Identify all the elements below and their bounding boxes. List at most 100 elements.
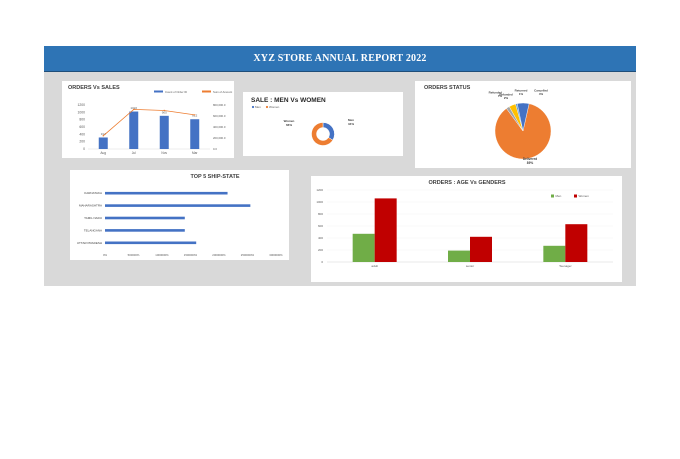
slice-label-refunded: Refunded <box>489 91 503 95</box>
x-tick-label: 500000% <box>128 253 140 257</box>
y-left-tick-label: 600 <box>79 125 85 129</box>
bar-senior-men <box>448 250 470 262</box>
top5-ship-state-panel: TOP 5 SHIP-STATE KARNATAKA MAHARASHTRA TAM… <box>70 170 289 260</box>
bar-adult-men <box>352 233 375 262</box>
bar-data-label: 1022 <box>130 106 137 110</box>
y-left-tick-label: 1000 <box>77 110 85 114</box>
bar-teenager-women <box>565 224 588 262</box>
report-title: XYZ STORE ANNUAL REPORT 2022 <box>44 46 636 72</box>
x-tick-label: 0% <box>103 253 108 257</box>
slice-pct-cancelled: 4% <box>539 92 544 96</box>
bar-karnataka <box>105 191 228 195</box>
bar-uttar-pradesh <box>105 241 197 245</box>
slice-label-women: Women <box>284 119 295 123</box>
top5-ship-state-chart: KARNATAKA MAHARASHTRA TAMIL NADU TELANGANA U… <box>77 191 283 257</box>
y-right-tick-label: 0.0 <box>213 147 217 151</box>
legend-label: Count of Order ID <box>165 90 187 94</box>
legend-key-women <box>574 194 577 198</box>
x-tick-label: senior <box>466 264 474 268</box>
x-tick-label: adult <box>371 264 378 268</box>
bar-nov <box>159 115 169 149</box>
pie-slice-refunded <box>517 102 530 132</box>
donut-slice-women <box>311 122 334 146</box>
x-tick-label: 1000000% <box>155 253 169 257</box>
orders-status-panel: ORDERS STATUS Delivered 89% Refunded 2% Canc… <box>415 81 631 168</box>
age-vs-gender-chart: Men Women 1200 1000 800 600 400 200 0 adult senior… <box>316 188 613 268</box>
y-tick-label: 1000 <box>316 200 323 204</box>
x-tick-label: Teenager <box>559 264 572 268</box>
y-tick-label: TELANGANA <box>84 228 102 232</box>
x-tick-label: 2500000% <box>241 253 255 257</box>
slice-pct-delivered: 89% <box>527 161 534 165</box>
legend-label: Men <box>255 105 261 109</box>
x-tick-label: Jul <box>132 151 136 155</box>
x-tick-label: Nov <box>161 151 167 155</box>
y-tick-label: KARNATAKA <box>84 191 102 195</box>
slice-pct-men: 34% <box>348 122 354 126</box>
y-right-tick-label: 400,000.0 <box>213 125 226 129</box>
sales-point <box>194 114 196 116</box>
age-vs-gender-panel: ORDERS : AGE Vs GENDERS Men Women 1200 1000… <box>311 176 622 282</box>
y-left-tick-label: 400 <box>79 132 85 136</box>
y-tick-label: 800 <box>318 212 323 216</box>
legend-dot-women <box>265 105 269 109</box>
y-right-tick-label: 800,000.0 <box>213 103 226 107</box>
bar-senior-women <box>470 236 492 262</box>
slice-pct-returned: 1% <box>519 92 524 96</box>
x-tick-label: Mar <box>192 151 198 155</box>
orders-vs-sales-chart: Count of Order ID Sum of Amount 1200 1000 80… <box>77 90 232 155</box>
slice-label-returned: Returned <box>515 89 528 93</box>
legend-key-men <box>551 194 554 198</box>
bar-jul <box>129 111 139 149</box>
y-right-tick-label: 600,000.0 <box>213 114 226 118</box>
bar-maharashtra <box>105 204 251 207</box>
orders-vs-sales-panel: ORDERS Vs SALES Count of Order ID Sum of … <box>62 81 234 158</box>
bar-data-label: 314 <box>101 132 106 136</box>
y-left-tick-label: 200 <box>79 140 85 144</box>
y-tick-label: 0 <box>321 260 323 264</box>
age-vs-gender-title: ORDERS : AGE Vs GENDERS <box>428 180 506 186</box>
y-left-tick-label: 0 <box>83 147 85 151</box>
legend-label: Women <box>579 194 590 198</box>
x-tick-label: 1500000% <box>184 253 198 257</box>
orders-vs-sales-title: ORDERS Vs SALES <box>68 85 120 91</box>
slice-pct-refunded: 2% <box>504 96 509 100</box>
pie-slice-delivered <box>494 103 552 160</box>
sales-point <box>102 135 104 137</box>
top5-ship-state-title: TOP 5 SHIP-STATE <box>190 174 240 180</box>
men-vs-women-panel: SALE : MEN Vs WOMEN Men Women Men 34% Women 6… <box>243 92 403 156</box>
slice-label-men: Men <box>348 118 354 122</box>
y-left-tick-label: 800 <box>79 118 85 122</box>
bar-telangana <box>105 229 185 232</box>
sales-point <box>133 108 135 111</box>
slice-pct-women: 66% <box>286 123 292 127</box>
men-vs-women-title: SALE : MEN Vs WOMEN <box>251 97 326 104</box>
y-right-tick-label: 200,000.0 <box>213 136 226 140</box>
x-tick-label: Aug <box>100 151 106 155</box>
x-tick-label: 2000000% <box>212 253 226 257</box>
slice-label-delivered: Delivered <box>523 157 537 161</box>
legend-dot-men <box>251 105 255 109</box>
dashboard: XYZ STORE ANNUAL REPORT 2022 ORDERS Vs S… <box>44 46 636 286</box>
y-left-tick-label: 1200 <box>77 103 85 107</box>
bar-adult-women <box>374 198 397 262</box>
y-tick-label: TAMIL NADU <box>84 216 102 220</box>
legend-label: Men <box>556 194 562 198</box>
y-tick-label: 600 <box>318 224 323 228</box>
slice-label-cancelled: Cancelled <box>534 89 548 93</box>
bar-aug <box>98 137 108 149</box>
bar-data-label: 905 <box>162 110 167 114</box>
bar-teenager-men <box>543 245 566 262</box>
bar-data-label: 812 <box>192 114 197 118</box>
slice-label-refunded: Refunded <box>499 93 513 97</box>
y-tick-label: 1200 <box>316 188 323 192</box>
y-tick-label: 200 <box>318 248 323 252</box>
legend-label: Women <box>269 105 280 109</box>
y-tick-label: MAHARASHTRA <box>79 204 102 208</box>
slice-pct-refunded: 7% <box>498 94 503 98</box>
y-tick-label: 400 <box>318 236 323 240</box>
x-tick-label: 3000000% <box>269 253 283 257</box>
y-tick-label: UTTAR PRADESH <box>77 241 102 245</box>
